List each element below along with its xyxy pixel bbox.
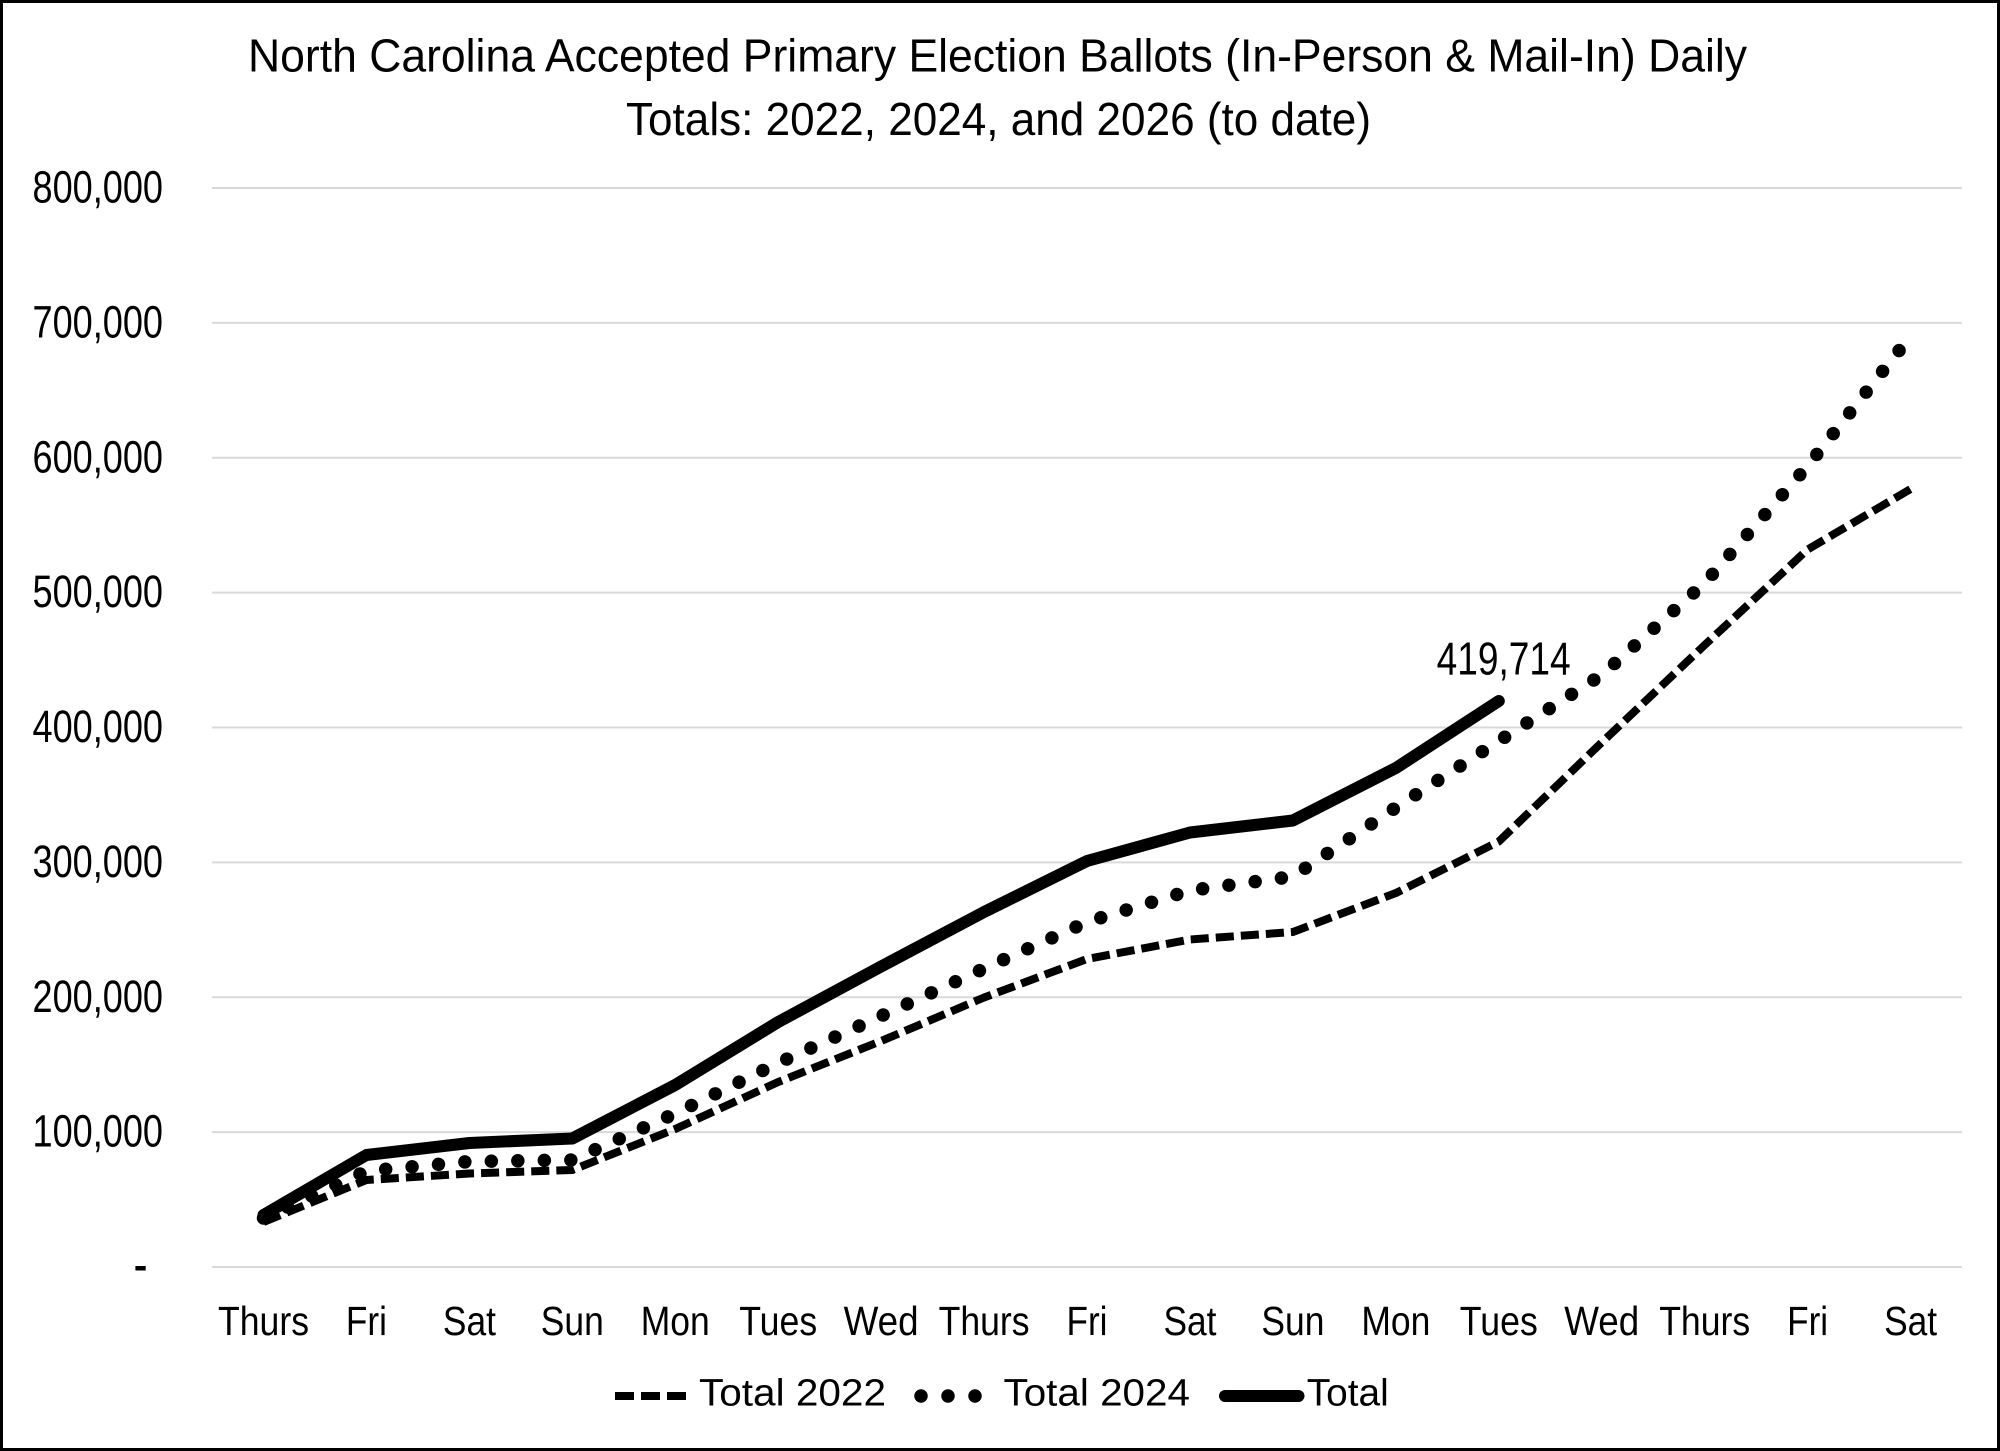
svg-text:North Carolina Accepted Primar: North Carolina Accepted Primary Election… <box>248 30 1747 82</box>
svg-text:Totals: 2022, 2024, and 2026 (: Totals: 2022, 2024, and 2026 (to date) <box>626 93 1371 145</box>
svg-text:Sun: Sun <box>1261 1298 1324 1344</box>
svg-text:200,000: 200,000 <box>33 971 164 1022</box>
svg-text:419,714: 419,714 <box>1437 632 1571 684</box>
svg-text:Fri: Fri <box>1787 1298 1828 1344</box>
svg-text:Mon: Mon <box>1361 1298 1430 1344</box>
svg-text:Total: Total <box>1307 1373 1389 1415</box>
svg-text:Mon: Mon <box>641 1298 710 1344</box>
svg-text:300,000: 300,000 <box>33 836 164 887</box>
svg-text:Sat: Sat <box>443 1298 497 1344</box>
svg-text:600,000: 600,000 <box>33 431 164 482</box>
svg-text:500,000: 500,000 <box>33 566 164 617</box>
svg-text:Fri: Fri <box>346 1298 387 1344</box>
svg-text:Sun: Sun <box>541 1298 604 1344</box>
svg-text:Tues: Tues <box>1460 1298 1538 1344</box>
svg-text:700,000: 700,000 <box>33 296 164 347</box>
svg-text:Sat: Sat <box>1884 1298 1938 1344</box>
svg-text:Wed: Wed <box>1564 1298 1639 1344</box>
svg-text:Total 2022: Total 2022 <box>699 1373 886 1415</box>
svg-text:Total 2024: Total 2024 <box>1004 1373 1191 1415</box>
svg-text:Fri: Fri <box>1067 1298 1108 1344</box>
svg-text:Thurs: Thurs <box>939 1298 1030 1344</box>
svg-text:400,000: 400,000 <box>33 701 164 752</box>
svg-text:800,000: 800,000 <box>33 162 164 213</box>
svg-text:Sat: Sat <box>1164 1298 1218 1344</box>
svg-text:Wed: Wed <box>844 1298 919 1344</box>
svg-text:Thurs: Thurs <box>218 1298 309 1344</box>
svg-text:Thurs: Thurs <box>1659 1298 1750 1344</box>
svg-text:Tues: Tues <box>739 1298 817 1344</box>
svg-text:100,000: 100,000 <box>33 1106 164 1157</box>
